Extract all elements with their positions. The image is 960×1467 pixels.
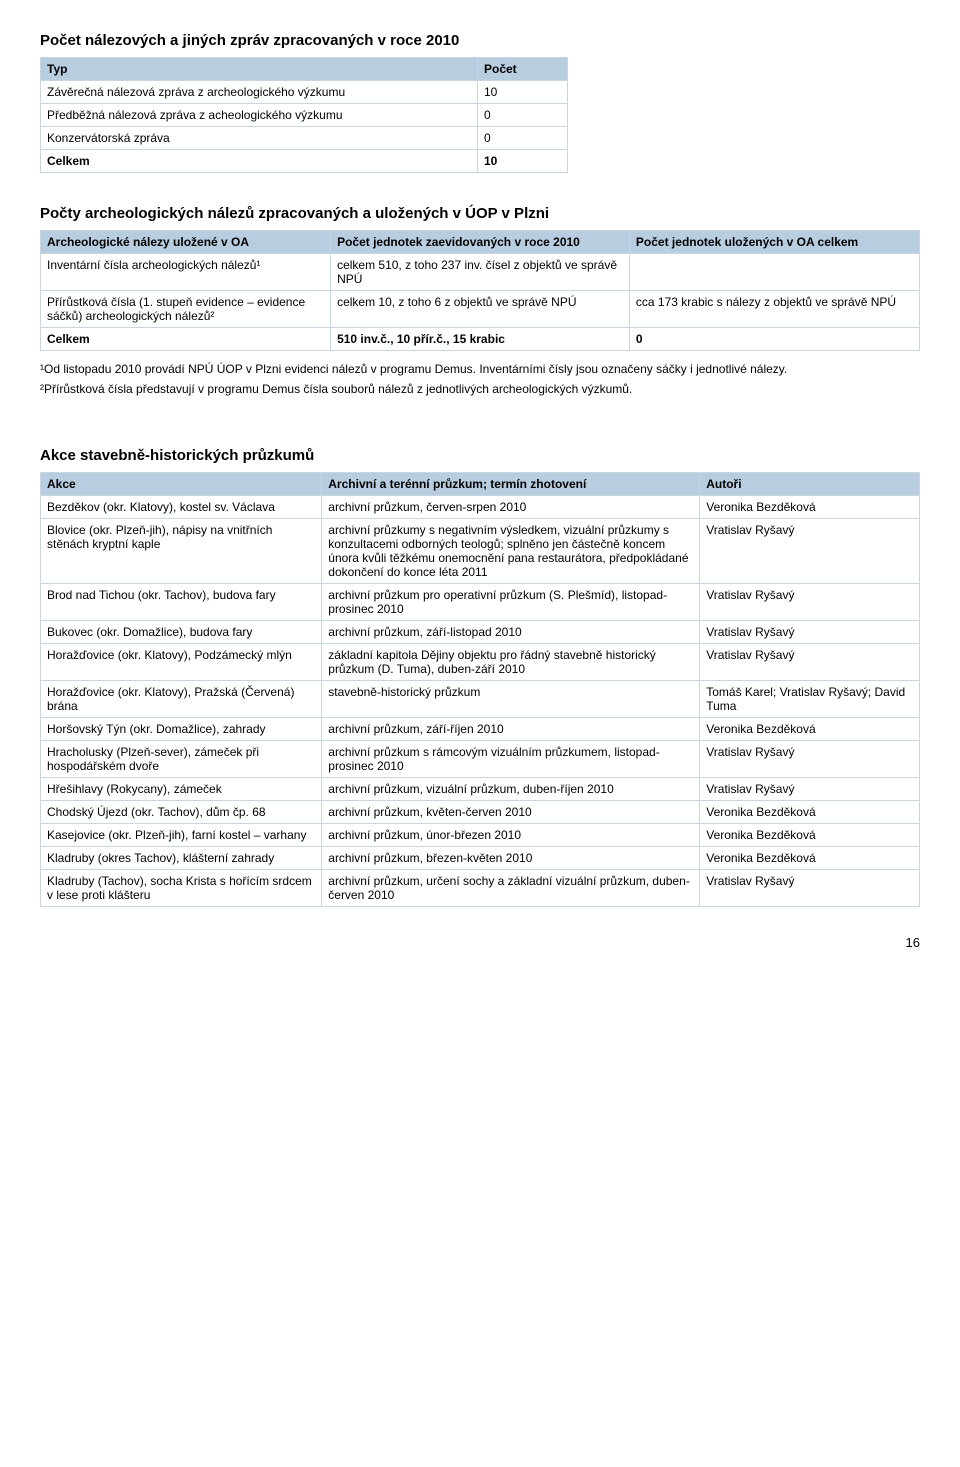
table-cell: archivní průzkum, březen-květen 2010 xyxy=(322,847,700,870)
table-cell: Veronika Bezděková xyxy=(700,847,920,870)
table-cell: Hracholusky (Plzeň-sever), zámeček při h… xyxy=(41,741,322,778)
col-autori: Autoři xyxy=(700,473,920,496)
table-cell: Přírůstková čísla (1. stupeň evidence – … xyxy=(41,291,331,328)
col-pocet: Počet xyxy=(478,58,568,81)
table-row: Přírůstková čísla (1. stupeň evidence – … xyxy=(41,291,920,328)
table-cell: Vratislav Ryšavý xyxy=(700,584,920,621)
page-number: 16 xyxy=(40,935,920,950)
table-cell: Vratislav Ryšavý xyxy=(700,519,920,584)
table-row: Inventární čísla archeologických nálezů¹… xyxy=(41,254,920,291)
table-row: Konzervátorská zpráva0 xyxy=(41,127,568,150)
table-cell: Vratislav Ryšavý xyxy=(700,644,920,681)
table-cell: Vratislav Ryšavý xyxy=(700,778,920,801)
table-cell: Veronika Bezděková xyxy=(700,801,920,824)
table-cell: Horšovský Týn (okr. Domažlice), zahrady xyxy=(41,718,322,741)
table-cell: Horažďovice (okr. Klatovy), Pražská (Čer… xyxy=(41,681,322,718)
table-row: Hřešihlavy (Rokycany), zámečekarchivní p… xyxy=(41,778,920,801)
table-cell: archivní průzkum, květen-červen 2010 xyxy=(322,801,700,824)
table-cell: 0 xyxy=(478,127,568,150)
table-cell: Vratislav Ryšavý xyxy=(700,621,920,644)
table-cell: celkem 510, z toho 237 inv. čísel z obje… xyxy=(331,254,630,291)
table-cell: archivní průzkum pro operativní průzkum … xyxy=(322,584,700,621)
col-oa: Archeologické nálezy uložené v OA xyxy=(41,231,331,254)
table-cell: Brod nad Tichou (okr. Tachov), budova fa… xyxy=(41,584,322,621)
table-cell: Celkem xyxy=(41,328,331,351)
table-row: Bezděkov (okr. Klatovy), kostel sv. Václ… xyxy=(41,496,920,519)
table-cell: Tomáš Karel; Vratislav Ryšavý; David Tum… xyxy=(700,681,920,718)
table-row: Brod nad Tichou (okr. Tachov), budova fa… xyxy=(41,584,920,621)
table-cell: Závěrečná nálezová zpráva z archeologick… xyxy=(41,81,478,104)
table-cell: 10 xyxy=(478,150,568,173)
table-cell: Horažďovice (okr. Klatovy), Podzámecký m… xyxy=(41,644,322,681)
table-row: Chodský Újezd (okr. Tachov), dům čp. 68a… xyxy=(41,801,920,824)
section3-title: Akce stavebně-historických průzkumů xyxy=(40,447,920,464)
table-cell: Veronika Bezděková xyxy=(700,496,920,519)
section2-title: Počty archeologických nálezů zpracovanýc… xyxy=(40,205,920,222)
table-cell: archivní průzkum, červen-srpen 2010 xyxy=(322,496,700,519)
col-typ: Typ xyxy=(41,58,478,81)
col-uloz: Počet jednotek uložených v OA celkem xyxy=(629,231,919,254)
table-cell: Kladruby (okres Tachov), klášterní zahra… xyxy=(41,847,322,870)
table-cell: archivní průzkum, září-říjen 2010 xyxy=(322,718,700,741)
table-row: Kladruby (Tachov), socha Krista s hořící… xyxy=(41,870,920,907)
table-row: Hracholusky (Plzeň-sever), zámeček při h… xyxy=(41,741,920,778)
table-cell: archivní průzkum, určení sochy a základn… xyxy=(322,870,700,907)
footnote2: ²Přírůstková čísla představují v program… xyxy=(40,381,920,397)
table-cell: stavebně-historický průzkum xyxy=(322,681,700,718)
table-cell: Celkem xyxy=(41,150,478,173)
col-pruzkum: Archivní a terénní průzkum; termín zhoto… xyxy=(322,473,700,496)
table-akce: Akce Archivní a terénní průzkum; termín … xyxy=(40,472,920,907)
table-reports: Typ Počet Závěrečná nálezová zpráva z ar… xyxy=(40,57,568,173)
table-cell: Veronika Bezděková xyxy=(700,824,920,847)
col-evid: Počet jednotek zaevidovaných v roce 2010 xyxy=(331,231,630,254)
table-cell: 510 inv.č., 10 přír.č., 15 krabic xyxy=(331,328,630,351)
table-cell: Předběžná nálezová zpráva z acheologické… xyxy=(41,104,478,127)
table-cell: 0 xyxy=(478,104,568,127)
table-cell: Inventární čísla archeologických nálezů¹ xyxy=(41,254,331,291)
footnote1: ¹Od listopadu 2010 provádí NPÚ ÚOP v Plz… xyxy=(40,361,920,377)
table-row: Závěrečná nálezová zpráva z archeologick… xyxy=(41,81,568,104)
table-row: Blovice (okr. Plzeň-jih), nápisy na vnit… xyxy=(41,519,920,584)
table-row: Předběžná nálezová zpráva z acheologické… xyxy=(41,104,568,127)
table-cell: Chodský Újezd (okr. Tachov), dům čp. 68 xyxy=(41,801,322,824)
table-cell: Blovice (okr. Plzeň-jih), nápisy na vnit… xyxy=(41,519,322,584)
table-cell: Bukovec (okr. Domažlice), budova fary xyxy=(41,621,322,644)
table-cell: celkem 10, z toho 6 z objektů ve správě … xyxy=(331,291,630,328)
table-row: Celkem10 xyxy=(41,150,568,173)
table-cell: archivní průzkumy s negativním výsledkem… xyxy=(322,519,700,584)
table-cell: archivní průzkum, vizuální průzkum, dube… xyxy=(322,778,700,801)
table-cell: Hřešihlavy (Rokycany), zámeček xyxy=(41,778,322,801)
table-row: Horažďovice (okr. Klatovy), Podzámecký m… xyxy=(41,644,920,681)
table-cell: Kladruby (Tachov), socha Krista s hořící… xyxy=(41,870,322,907)
table-cell: Bezděkov (okr. Klatovy), kostel sv. Václ… xyxy=(41,496,322,519)
table-row: Bukovec (okr. Domažlice), budova faryarc… xyxy=(41,621,920,644)
table-row: Horažďovice (okr. Klatovy), Pražská (Čer… xyxy=(41,681,920,718)
table-cell: 10 xyxy=(478,81,568,104)
table-cell: Kasejovice (okr. Plzeň-jih), farní koste… xyxy=(41,824,322,847)
table-row: Kasejovice (okr. Plzeň-jih), farní koste… xyxy=(41,824,920,847)
table-row: Kladruby (okres Tachov), klášterní zahra… xyxy=(41,847,920,870)
table-cell: Veronika Bezděková xyxy=(700,718,920,741)
table-row: Horšovský Týn (okr. Domažlice), zahradya… xyxy=(41,718,920,741)
table-cell: základní kapitola Dějiny objektu pro řád… xyxy=(322,644,700,681)
table-row: Celkem510 inv.č., 10 přír.č., 15 krabic0 xyxy=(41,328,920,351)
table-cell: 0 xyxy=(629,328,919,351)
table-cell: archivní průzkum s rámcovým vizuálním pr… xyxy=(322,741,700,778)
table-cell: Konzervátorská zpráva xyxy=(41,127,478,150)
section1-title: Počet nálezových a jiných zpráv zpracova… xyxy=(40,32,920,49)
table-cell: Vratislav Ryšavý xyxy=(700,741,920,778)
table-cell: archivní průzkum, únor-březen 2010 xyxy=(322,824,700,847)
table-nalezy: Archeologické nálezy uložené v OA Počet … xyxy=(40,230,920,351)
table-cell: Vratislav Ryšavý xyxy=(700,870,920,907)
table-cell xyxy=(629,254,919,291)
table-cell: archivní průzkum, září-listopad 2010 xyxy=(322,621,700,644)
col-akce: Akce xyxy=(41,473,322,496)
table-cell: cca 173 krabic s nálezy z objektů ve spr… xyxy=(629,291,919,328)
